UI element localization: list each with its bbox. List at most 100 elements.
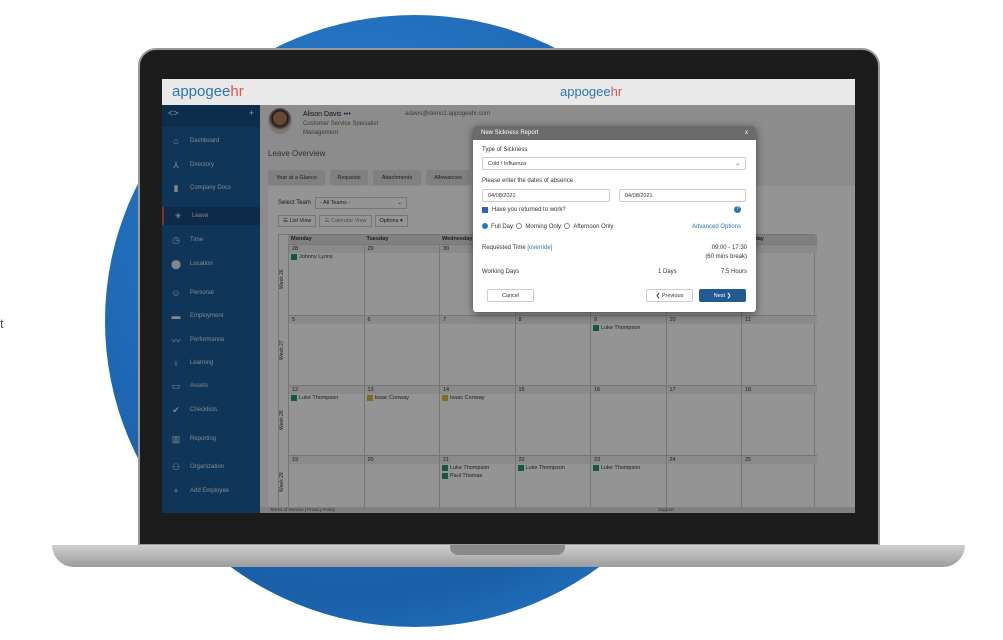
calendar-cell[interactable]: 10 — [665, 315, 741, 385]
sidebar-item-time[interactable]: ◷ Time — [162, 231, 260, 249]
date-number: 23 — [591, 456, 666, 464]
calendar-cell[interactable]: 13 Isaac Conway — [363, 385, 440, 455]
performance-icon: 〰 — [171, 335, 181, 346]
leave-event[interactable]: Isaac Conway — [440, 394, 515, 402]
sidebar-item-location[interactable]: ⬤ Location — [162, 255, 260, 273]
options-button[interactable]: Options ▾ — [374, 215, 408, 227]
sidebar-item-learning[interactable]: ♁ Learning — [162, 354, 260, 372]
calendar-cell[interactable]: 6 — [363, 315, 439, 385]
sidebar-item-label: Personal — [190, 290, 214, 296]
tab-requests[interactable]: Requests — [330, 170, 368, 185]
side-text: t — [0, 316, 4, 331]
sidebar-item-add-employee[interactable]: + Add Employee — [162, 482, 260, 500]
leave-event[interactable]: Luke Thompson — [516, 464, 591, 472]
override-link[interactable]: [override] — [527, 245, 553, 251]
calendar-cell[interactable]: 9 Luke Thompson — [590, 315, 666, 385]
support-link[interactable]: Support — [658, 507, 674, 512]
plane-icon — [593, 465, 599, 471]
morning-only-radio[interactable]: Morning Only — [516, 223, 561, 230]
sidebar-item-label: Location — [190, 261, 213, 267]
leave-event[interactable]: Johnny Lyons — [289, 253, 364, 261]
calendar-view-button[interactable]: ☰ Calendar View — [319, 215, 372, 227]
cancel-button[interactable]: Cancel — [487, 289, 534, 302]
advanced-options-link[interactable]: Advanced Options — [691, 224, 741, 230]
laptop-screen: appogeehr appogeehr <> + ⌂ Dashboard ⅄ Direc… — [162, 79, 855, 513]
type-label: Type of Sickness — [482, 147, 528, 153]
calendar-cell[interactable]: 21 Luke Thompson Paul Thomas — [439, 455, 515, 510]
list-view-button[interactable]: ☰ List View — [278, 215, 317, 227]
sidebar: <> + ⌂ Dashboard ⅄ Directory ▮ Company Docs ☀ Le… — [162, 105, 260, 513]
date-number: 16 — [591, 386, 666, 394]
calendar-cell[interactable]: 15 — [514, 385, 590, 455]
calendar-cell[interactable]: 23 Luke Thompson — [590, 455, 666, 510]
sidebar-item-reporting[interactable]: ▥ Reporting — [162, 430, 260, 448]
calendar-cell[interactable]: 28 Johnny Lyons — [288, 244, 364, 315]
help-icon[interactable]: ? — [734, 206, 741, 213]
sidebar-item-personal[interactable]: ☺ Personal — [162, 284, 260, 302]
sidebar-item-label: Directory — [190, 162, 215, 168]
assets-icon: ▭ — [171, 380, 181, 391]
sidebar-item-company-docs[interactable]: ▮ Company Docs — [162, 179, 260, 197]
calendar-cell[interactable]: 12 Luke Thompson — [288, 385, 364, 455]
calendar-cell[interactable]: 20 — [363, 455, 439, 510]
calendar-cell[interactable]: 8 — [514, 315, 590, 385]
time-icon: ◷ — [172, 234, 180, 245]
calendar-cell[interactable]: 25 — [741, 455, 817, 510]
afternoon-only-radio[interactable]: Afternoon Only — [564, 223, 613, 230]
collapse-icon[interactable]: <> — [168, 108, 179, 118]
footer-links[interactable]: Terms of Service | Privacy Policy — [270, 507, 336, 512]
calendar-cell[interactable]: 11 — [741, 315, 817, 385]
full-day-radio[interactable]: Full Day — [482, 223, 513, 230]
leave-event[interactable]: Luke Thompson — [591, 464, 666, 472]
leave-event-name: Isaac Conway — [374, 395, 410, 401]
previous-button[interactable]: ❮ Previous — [646, 289, 693, 302]
sidebar-item-organization[interactable]: ⚇ Organization — [162, 458, 260, 476]
leave-event[interactable]: Luke Thompson — [289, 394, 364, 402]
sidebar-item-dashboard[interactable]: ⌂ Dashboard — [162, 132, 260, 150]
date-number: 13 — [364, 386, 439, 394]
leave-event[interactable]: Paul Thomas — [440, 472, 515, 480]
tab-year-at-a-glance[interactable]: Year at a Glance — [268, 170, 325, 185]
leave-event[interactable]: Luke Thompson — [440, 464, 515, 472]
sidebar-item-leave[interactable]: ☀ Leave — [162, 207, 260, 225]
sidebar-item-directory[interactable]: ⅄ Directory — [162, 156, 260, 174]
leave-event[interactable]: Isaac Conway — [365, 394, 440, 402]
organization-icon: ⚇ — [171, 461, 181, 472]
calendar-cell[interactable]: 14 Isaac Conway — [439, 385, 515, 455]
add-icon[interactable]: + — [248, 108, 254, 118]
returned-checkbox[interactable] — [482, 207, 488, 213]
calendar-cell[interactable]: 16 — [590, 385, 666, 455]
date-number: 6 — [364, 316, 439, 324]
calendar-cell[interactable]: 22 Luke Thompson — [514, 455, 591, 510]
sickness-type-select[interactable]: Cold / Influenza ⌄ — [482, 157, 746, 170]
sidebar-item-employment[interactable]: ▬ Employment — [162, 307, 260, 325]
sidebar-item-checklists[interactable]: ✔ Checklists — [162, 401, 260, 419]
sidebar-item-performance[interactable]: 〰 Performance — [162, 331, 260, 349]
calendar-cell[interactable]: 19 — [288, 455, 364, 510]
tab-attachments[interactable]: Attachments — [373, 170, 421, 185]
logo[interactable]: appogeehr — [172, 83, 244, 100]
checklists-icon: ✔ — [172, 404, 180, 415]
page-title: Leave Overview — [268, 149, 326, 158]
date-number: 18 — [742, 386, 817, 394]
calendar-cell[interactable]: 17 — [665, 385, 741, 455]
calendar-cell[interactable]: 7 — [439, 315, 515, 385]
close-icon[interactable]: x — [745, 130, 748, 136]
calendar-cell[interactable]: 24 — [665, 455, 741, 510]
sickness-report-modal: New Sickness Report x Type of Sickness Co… — [473, 126, 756, 312]
date-from-input[interactable]: 04/08/2021 — [482, 189, 610, 202]
next-button[interactable]: Next ❯ — [699, 289, 746, 302]
chevron-down-icon: ⌄ — [735, 160, 740, 167]
sidebar-item-assets[interactable]: ▭ Assets — [162, 377, 260, 395]
sidebar-item-label: Reporting — [190, 436, 217, 442]
logo-center: appogeehr — [560, 84, 623, 99]
date-to-input[interactable]: 04/08/2021 — [619, 189, 746, 202]
leave-event[interactable]: Luke Thompson — [591, 324, 666, 332]
tab-allowances[interactable]: Allowances — [426, 170, 470, 185]
team-select[interactable]: - All Teams - ⌄ — [315, 197, 407, 209]
calendar-cell[interactable]: 5 — [288, 315, 364, 385]
calendar-cell[interactable]: 29 — [363, 244, 439, 315]
modal-title: New Sickness Report — [481, 130, 539, 136]
more-icon[interactable]: ••• — [343, 111, 351, 118]
calendar-cell[interactable]: 18 — [741, 385, 817, 455]
